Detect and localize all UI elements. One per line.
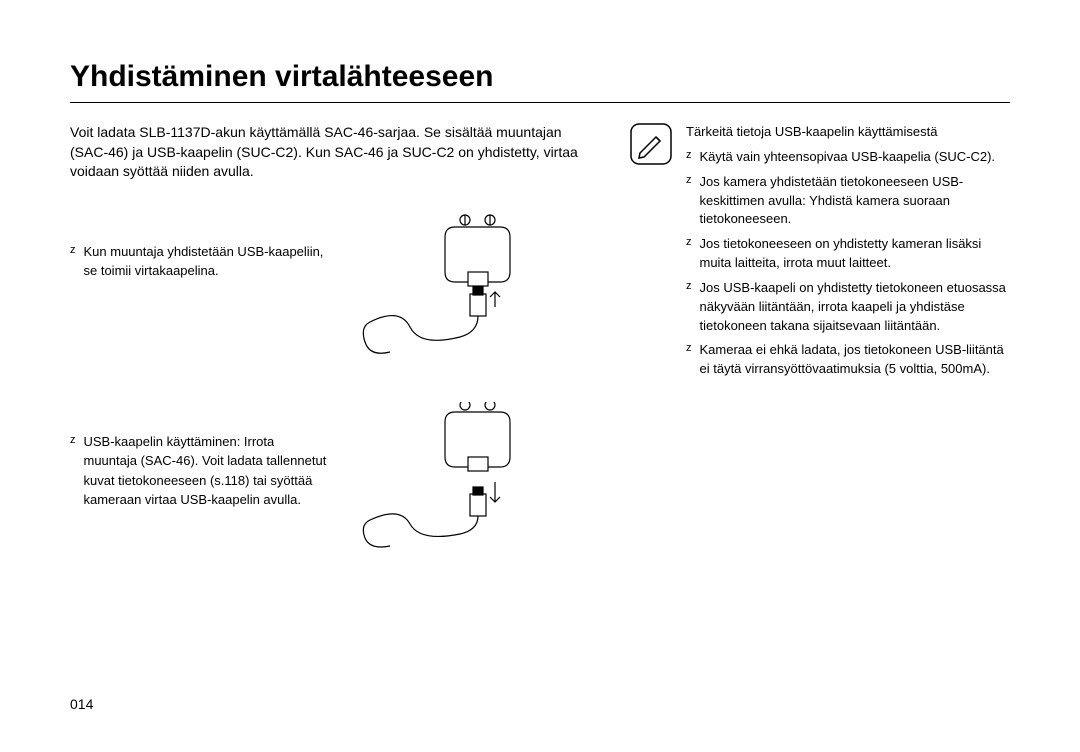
list-item: z Jos USB-kaapeli on yhdistetty tietokon… [686, 279, 1010, 336]
bullet-text: Kameraa ei ehkä ladata, jos tietokoneen … [700, 341, 1011, 379]
content-columns: Voit ladata SLB-1137D-akun käyttämällä S… [70, 123, 1010, 592]
bullet-text: USB-kaapelin käyttäminen: Irrota muuntaj… [84, 432, 331, 510]
list-item: z Kameraa ei ehkä ladata, jos tietokonee… [686, 341, 1010, 379]
info-content: Tärkeitä tietoja USB-kaapelin käyttämise… [686, 123, 1010, 385]
info-box: Tärkeitä tietoja USB-kaapelin käyttämise… [630, 123, 1010, 385]
note-icon [630, 123, 672, 165]
bullet-marker: z [686, 148, 692, 167]
bullet-text: Jos tietokoneeseen on yhdistetty kameran… [700, 235, 1011, 273]
list-item: z Jos kamera yhdistetään tietokoneeseen … [686, 173, 1010, 230]
page-title: Yhdistäminen virtalähteeseen [70, 60, 1010, 103]
bullet-text: Kun muuntaja yhdistetään USB-kaapeliin, … [84, 242, 331, 281]
list-item: z Käytä vain yhteensopivaa USB-kaapelia … [686, 148, 1010, 167]
charging-item-2: z USB-kaapelin käyttäminen: Irrota muunt… [70, 402, 590, 552]
right-column: Tärkeitä tietoja USB-kaapelin käyttämise… [630, 123, 1010, 592]
bullet-marker: z [686, 235, 692, 273]
bullet-text: Jos USB-kaapeli on yhdistetty tietokonee… [700, 279, 1011, 336]
bullet-text: Jos kamera yhdistetään tietokoneeseen US… [700, 173, 1011, 230]
info-heading: Tärkeitä tietoja USB-kaapelin käyttämise… [686, 123, 1010, 142]
plug-connected-diagram [360, 212, 540, 362]
left-column: Voit ladata SLB-1137D-akun käyttämällä S… [70, 123, 590, 592]
item-text: z Kun muuntaja yhdistetään USB-kaapeliin… [70, 212, 330, 281]
bullet-text: Käytä vain yhteensopivaa USB-kaapelia (S… [700, 148, 996, 167]
bullet-marker: z [686, 279, 692, 336]
intro-paragraph: Voit ladata SLB-1137D-akun käyttämällä S… [70, 123, 590, 182]
charging-item-1: z Kun muuntaja yhdistetään USB-kaapeliin… [70, 212, 590, 362]
list-item: z Jos tietokoneeseen on yhdistetty kamer… [686, 235, 1010, 273]
bullet-marker: z [686, 173, 692, 230]
bullet-marker: z [70, 432, 76, 510]
info-list: z Käytä vain yhteensopivaa USB-kaapelia … [686, 148, 1010, 379]
item-text: z USB-kaapelin käyttäminen: Irrota muunt… [70, 402, 330, 510]
bullet-marker: z [686, 341, 692, 379]
bullet-marker: z [70, 242, 76, 281]
page-number: 014 [70, 696, 93, 712]
plug-disconnected-diagram [360, 402, 540, 552]
